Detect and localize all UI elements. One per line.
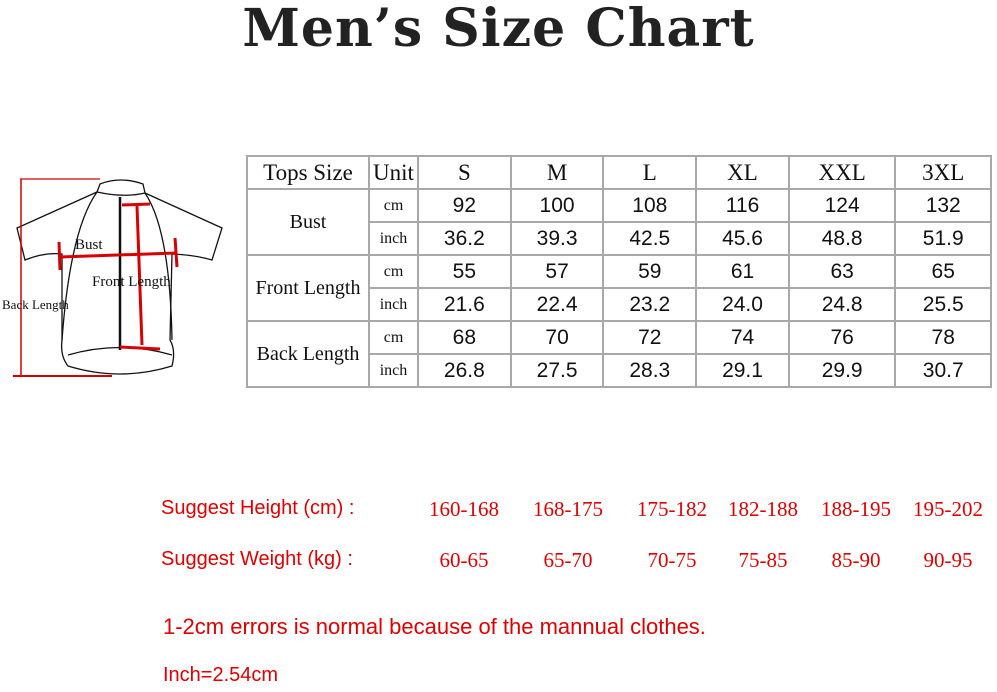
table-row: inch 36.2 39.3 42.5 45.6 48.8 51.9 [247,221,992,256]
suggest-weight-value: 65-70 [543,548,593,572]
value-cell: 61 [695,254,790,289]
suggest-weight-value: 75-85 [738,548,788,572]
header-unit: Unit [368,155,419,190]
table-row: Back Length cm 68 70 72 74 76 78 [246,320,992,388]
suggest-height-value: 182-188 [728,497,798,521]
value-cell: 70 [509,320,605,355]
unit-cell: cm [368,188,419,223]
unit-cell: inch [368,287,419,322]
table-header-row: Tops Size Unit S M L XL XXL 3XL [246,155,992,190]
suggest-height-value: 195-202 [913,497,983,521]
value-cell: 57 [509,254,605,289]
conversion-note: Inch=2.54cm [163,664,279,686]
back-length-label: Back Length [2,297,69,312]
value-cell: 116 [695,188,790,223]
value-cell: 59 [602,254,698,289]
value-cell: 29.1 [695,353,790,388]
header-size: M [509,155,605,190]
bust-label: Bust [75,237,103,253]
unit-cell: inch [368,353,419,388]
value-cell: 48.8 [787,221,897,256]
header-size: XL [695,155,790,190]
table-row: inch 21.6 22.4 23.2 24.0 24.8 25.5 [247,287,992,322]
value-cell: 42.5 [602,221,698,256]
suggest-height-value: 175-182 [637,497,707,521]
value-cell: 36.2 [417,221,512,256]
row-label: Back Length [246,320,370,388]
header-size: L [602,155,698,190]
unit-cell: cm [368,320,419,355]
suggest-height-value: 188-195 [821,497,891,521]
errors-note: 1-2cm errors is normal because of the ma… [163,614,706,639]
suggest-weight-label: Suggest Weight (kg) : [161,548,353,570]
suggest-weight-value: 85-90 [831,548,881,572]
value-cell: 28.3 [602,353,698,388]
row-label: Front Length [246,254,370,322]
suggest-height-label: Suggest Height (cm) : [161,497,355,519]
table-row: inch 26.8 27.5 28.3 29.1 29.9 30.7 [247,353,992,388]
value-cell: 51.9 [894,221,992,256]
value-cell: 63 [787,254,897,289]
value-cell: 22.4 [509,287,605,322]
value-cell: 92 [417,188,512,223]
value-cell: 27.5 [509,353,605,388]
suggest-weight-value: 70-75 [647,548,697,572]
row-label: Bust [246,188,370,256]
value-cell: 29.9 [787,353,897,388]
value-cell: 100 [509,188,605,223]
header-tops-size: Tops Size [246,155,370,190]
value-cell: 30.7 [894,353,992,388]
value-cell: 76 [787,320,897,355]
front-length-label: Front Length [92,274,171,290]
value-cell: 55 [417,254,512,289]
table-row: Bust cm 92 100 108 116 124 132 [246,188,992,256]
suggest-weight-value: 90-95 [923,548,973,572]
page-title: Men’s Size Chart [242,0,755,59]
suggest-weight-value: 60-65 [439,548,489,572]
unit-cell: cm [368,254,419,289]
value-cell: 45.6 [695,221,790,256]
value-cell: 68 [417,320,512,355]
header-size: XXL [787,155,897,190]
value-cell: 24.0 [695,287,790,322]
value-cell: 72 [602,320,698,355]
value-cell: 23.2 [602,287,698,322]
value-cell: 24.8 [787,287,897,322]
value-cell: 78 [894,320,992,355]
unit-cell: inch [368,221,419,256]
table-row: Front Length cm 55 57 59 61 63 65 [246,254,992,322]
size-table: Tops Size Unit S M L XL XXL 3XL Bust cm 92… [246,155,992,388]
value-cell: 25.5 [894,287,992,322]
jersey-diagram: Bust Front Length Back Length [0,160,250,390]
value-cell: 26.8 [417,353,512,388]
value-cell: 108 [602,188,698,223]
suggest-height-value: 160-168 [429,497,499,521]
value-cell: 124 [787,188,897,223]
value-cell: 21.6 [417,287,512,322]
suggest-height-value: 168-175 [533,497,603,521]
header-size: 3XL [894,155,992,190]
value-cell: 74 [695,320,790,355]
value-cell: 39.3 [509,221,605,256]
value-cell: 132 [894,188,992,223]
suggest-weight-row: Suggest Weight (kg) : 60-65 65-70 70-75 … [0,548,997,578]
header-size: S [417,155,512,190]
suggest-height-row: Suggest Height (cm) : 160-168 168-175 17… [0,497,997,527]
value-cell: 65 [894,254,992,289]
